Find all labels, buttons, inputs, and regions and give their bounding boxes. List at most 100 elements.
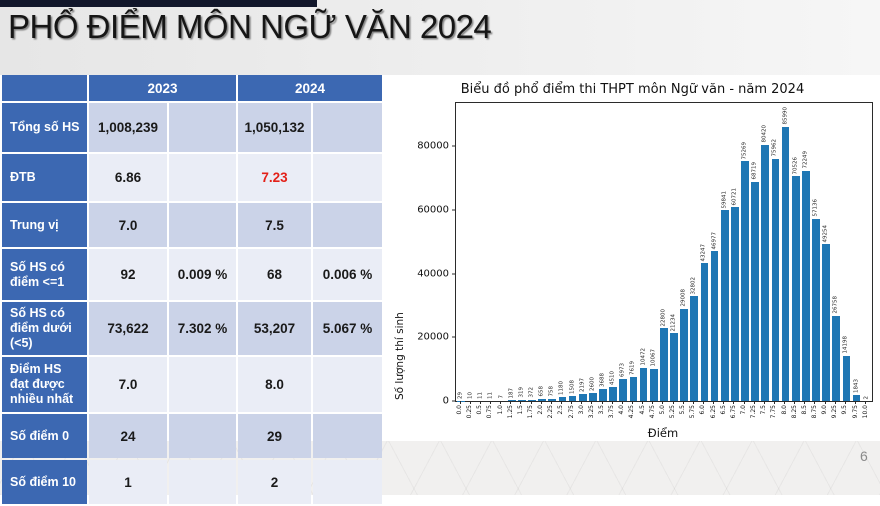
x-tick: 0.25 (465, 401, 475, 425)
cell-2024-value: 8.0 (238, 357, 311, 412)
bar-8.25 (792, 176, 800, 401)
bar-6.25 (711, 251, 719, 401)
x-tick-label: 2.0 (538, 405, 544, 415)
cell-2023-value: 6.86 (89, 154, 167, 201)
cell-2024-value: 68 (238, 249, 311, 300)
cell-2023-pct: 7.302 % (169, 302, 236, 355)
bar-value-label: 72249 (803, 151, 809, 169)
cell-2023-pct (169, 103, 236, 152)
x-tick-mark (490, 401, 491, 404)
bar-value-label: 29 (458, 392, 464, 399)
x-tick-label: 0.0 (457, 405, 463, 415)
bar-slot: 49254 (821, 103, 831, 401)
x-tick-label: 3.0 (579, 405, 585, 415)
x-tick-mark (784, 401, 785, 404)
x-tick-mark (591, 401, 592, 404)
bar-slot: 1843 (851, 103, 861, 401)
x-tick: 8.25 (790, 401, 800, 425)
cell-2024-value: 53,207 (238, 302, 311, 355)
x-tick-mark (713, 401, 714, 404)
bar-slot: 26758 (831, 103, 841, 401)
bar-value-label: 6973 (621, 363, 627, 377)
x-tick: 1.5 (516, 401, 526, 425)
bar-slot: 80420 (760, 103, 770, 401)
cell-2024-pct: 5.067 % (313, 302, 382, 355)
cell-2024-value: 29 (238, 414, 311, 458)
bar-value-label: 22800 (661, 309, 667, 327)
x-tick-label: 4.75 (650, 405, 656, 418)
bar-value-label: 11 (479, 392, 485, 399)
cell-2023-value: 73,622 (89, 302, 167, 355)
bar-slot: 29008 (679, 103, 689, 401)
x-tick-label: 7.25 (751, 405, 757, 418)
row-label: Điểm HS đạt được nhiều nhất (2, 357, 87, 412)
y-tick: 20000 (417, 332, 456, 343)
bar-value-label: 2197 (580, 378, 586, 392)
x-tick-label: 1.0 (498, 405, 504, 415)
x-tick: 0.75 (485, 401, 495, 425)
x-tick-label: 5.75 (690, 405, 696, 418)
bar-slot: 2 (862, 103, 872, 401)
bar-4.0 (619, 379, 627, 401)
col-group-2024: 2024 (238, 75, 382, 101)
bar-slot: 57136 (811, 103, 821, 401)
x-tick: 6.5 (719, 401, 729, 425)
x-tick-mark (581, 401, 582, 404)
x-tick-mark (510, 401, 511, 404)
x-tick-mark (764, 401, 765, 404)
x-tick: 8.5 (800, 401, 810, 425)
bar-9.5 (843, 356, 851, 401)
top-accent-bar (0, 0, 317, 7)
x-tick-label: 8.75 (812, 405, 818, 418)
y-tick-mark (452, 146, 456, 147)
cell-2024-pct: 0.006 % (313, 249, 382, 300)
x-tick: 9.75 (850, 401, 860, 425)
bar-7.25 (751, 182, 759, 401)
x-tick-label: 1.25 (508, 405, 514, 418)
x-tick-label: 1.5 (518, 405, 524, 415)
x-tick: 9.0 (820, 401, 830, 425)
x-tick: 6.0 (698, 401, 708, 425)
x-tick-mark (662, 401, 663, 404)
bar-7.5 (761, 145, 769, 401)
bar-slot: 3688 (598, 103, 608, 401)
x-tick-mark (673, 401, 674, 404)
cell-2023-value: 1 (89, 460, 167, 504)
bar-5.5 (680, 309, 688, 401)
x-tick: 2.25 (546, 401, 556, 425)
cell-2023-value: 7.0 (89, 203, 167, 247)
cell-2024-pct (313, 357, 382, 412)
x-tick-label: 2.25 (548, 405, 554, 418)
x-tick-mark (865, 401, 866, 404)
table-header-row: 2023 2024 (2, 75, 382, 101)
x-tick-label: 3.75 (609, 405, 615, 418)
x-tick-label: 6.75 (731, 405, 737, 418)
x-tick-label: 6.0 (700, 405, 706, 415)
cell-2024-value: 7.5 (238, 203, 311, 247)
bar-9.0 (822, 244, 830, 401)
x-tick-mark (855, 401, 856, 404)
x-tick-label: 4.5 (640, 405, 646, 415)
y-tick-mark (452, 209, 456, 210)
y-tick: 40000 (417, 268, 456, 279)
y-tick-label: 20000 (417, 332, 452, 343)
bar-slot: 85990 (781, 103, 791, 401)
x-tick-label: 5.25 (670, 405, 676, 418)
x-tick-mark (642, 401, 643, 404)
x-tick-mark (551, 401, 552, 404)
x-tick: 5.25 (668, 401, 678, 425)
bar-slot: 60721 (730, 103, 740, 401)
x-tick-mark (470, 401, 471, 404)
cell-2024-pct (313, 460, 382, 504)
x-tick-mark (520, 401, 521, 404)
bar-value-label: 32802 (692, 277, 698, 295)
slide-title: PHỔ ĐIỂM MÔN NGỮ VĂN 2024 (8, 8, 491, 46)
x-tick-mark (835, 401, 836, 404)
bar-6.0 (701, 263, 709, 401)
bar-slot: 11 (486, 103, 496, 401)
bar-value-label: 4510 (610, 371, 616, 385)
x-tick-label: 3.25 (589, 405, 595, 418)
